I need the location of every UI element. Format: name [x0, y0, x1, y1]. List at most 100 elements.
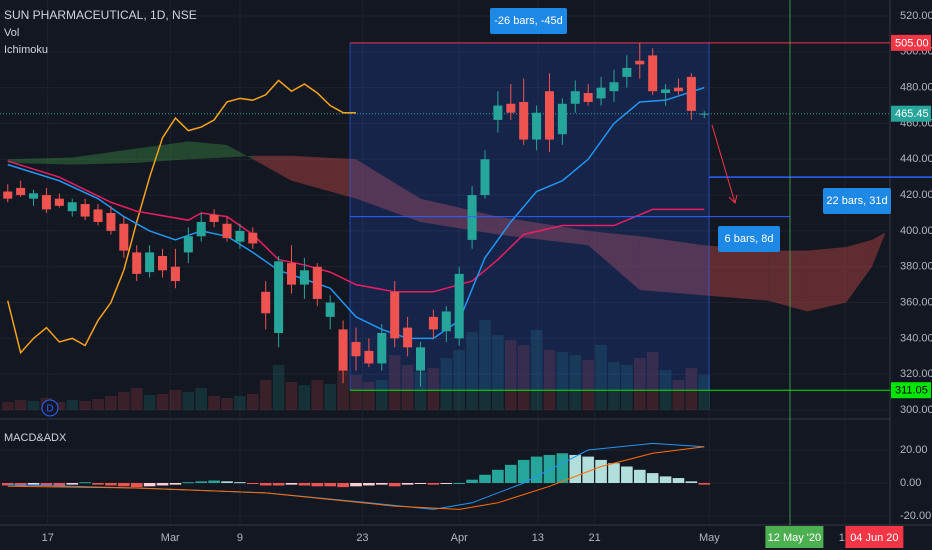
macd-bar — [595, 459, 607, 483]
macd-bar — [414, 483, 427, 484]
candle-body — [248, 232, 258, 244]
macd-bar — [633, 469, 646, 483]
macd-bar — [105, 483, 117, 486]
price-label: 465.45 — [895, 108, 929, 120]
y-tick-label: 20.00 — [900, 444, 928, 456]
macd-bar — [427, 483, 440, 485]
dividend-badge[interactable] — [41, 399, 59, 417]
volume-bar — [298, 385, 311, 410]
annotation-box — [718, 226, 780, 252]
macd-bar — [40, 483, 53, 486]
indicator-line — [7, 79, 356, 355]
plot: -26 bars, -45d 22 bars, 31d 6 bars, 8d — [0, 0, 932, 525]
candle-body — [699, 113, 709, 115]
candle-body — [648, 55, 658, 92]
candle-body — [493, 105, 503, 120]
candle-body — [261, 291, 271, 314]
cloud-segment — [188, 141, 228, 160]
price-label-box — [891, 34, 931, 51]
candle-body — [196, 221, 206, 237]
x-tick-label: 13 — [532, 532, 544, 544]
y-tick-label: 440.00 — [900, 153, 932, 165]
volume-bar — [530, 330, 543, 410]
candle-body — [428, 316, 438, 330]
candle-body — [183, 236, 193, 253]
candle-body — [299, 270, 309, 285]
price-label-box — [891, 382, 931, 399]
volume-bar — [595, 345, 607, 410]
macd-bar — [130, 483, 143, 488]
candle-body — [209, 214, 219, 222]
volume-bar — [582, 360, 594, 410]
candle-body — [609, 82, 619, 92]
annotation-box — [823, 188, 891, 214]
cloud-segment — [768, 250, 808, 312]
volume-bar — [182, 392, 195, 410]
candle-body — [54, 198, 64, 206]
candle-body — [93, 209, 103, 222]
annotation-label: 6 bars, 8d — [725, 233, 774, 245]
volume-bar — [608, 362, 620, 410]
macd-bar — [569, 454, 582, 483]
cloud-segment — [588, 230, 640, 291]
macd-bar — [582, 456, 594, 483]
dividend-badge-text[interactable]: D — [46, 404, 53, 415]
macd-bar — [440, 483, 453, 484]
volume-bar — [247, 394, 259, 410]
volume-bar — [569, 355, 582, 410]
candle-body — [390, 291, 400, 339]
volume-bar — [285, 382, 298, 410]
candle-body — [415, 347, 426, 371]
cursor-label-box — [765, 526, 824, 548]
x-tick-label: 23 — [356, 532, 368, 544]
volume-bar — [646, 352, 659, 410]
candle-body — [274, 261, 284, 333]
y-tick-label: 420.00 — [900, 189, 932, 201]
volume-bar — [79, 401, 91, 410]
macd-bar — [182, 482, 195, 484]
volume-bar — [427, 368, 440, 410]
x-tick-label: 17 — [42, 532, 54, 544]
candle-body — [351, 341, 361, 357]
candle-body — [119, 223, 129, 251]
macd-bar — [388, 483, 401, 487]
cloud-segment — [252, 155, 292, 181]
y-tick-label: 300.00 — [900, 404, 932, 416]
candle-body — [132, 252, 142, 274]
macd-bar — [92, 483, 104, 485]
candle-body — [557, 103, 567, 135]
macd-bar — [646, 473, 659, 483]
volume-bar — [221, 398, 233, 410]
cursor-label: 12 May '20 — [768, 532, 821, 544]
macd-bar — [375, 483, 388, 485]
macd-bar — [285, 483, 298, 485]
macd-bar — [27, 483, 40, 485]
macd-bar — [466, 479, 478, 483]
macd-bar — [608, 463, 620, 483]
candle-body — [158, 255, 168, 271]
macd-bar — [517, 459, 530, 483]
macd-bar — [221, 481, 233, 483]
volume-bar — [504, 340, 517, 410]
annotation-label: -26 bars, -45d — [494, 15, 562, 27]
volume-bar — [234, 396, 246, 410]
volume-bar — [401, 365, 414, 410]
cloud-segment — [72, 148, 137, 165]
volume-bar — [698, 375, 711, 410]
indicator-label: Ichimoku — [4, 44, 48, 56]
indicator-label: Vol — [4, 27, 19, 39]
volume-bar — [556, 352, 569, 410]
macd-bar — [556, 453, 569, 483]
macd-bar — [298, 483, 311, 486]
macd-bar — [492, 469, 504, 483]
volume-bar — [479, 320, 491, 410]
volume-bar — [633, 358, 646, 410]
y-tick-label: 480.00 — [900, 82, 932, 94]
candle-body — [377, 332, 387, 364]
macd-bar — [685, 481, 698, 483]
x-tick-label: Mar — [161, 532, 180, 544]
forecast-arrow — [711, 124, 736, 204]
cloud-segment — [846, 239, 872, 303]
macd-bar — [79, 482, 91, 484]
y-tick-label: 400.00 — [900, 225, 932, 237]
